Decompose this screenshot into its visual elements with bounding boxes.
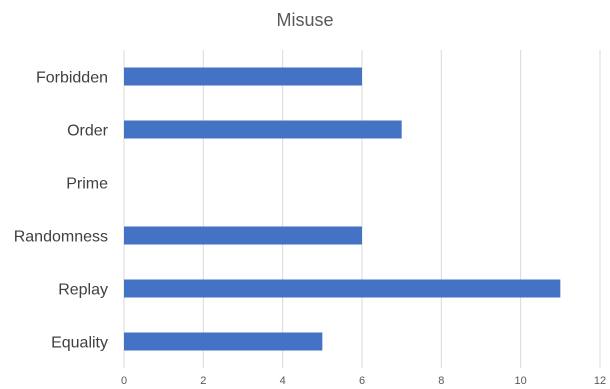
category-labels: Forbidden Order Prime Randomness Replay Equal… [14,70,109,352]
bar-randomness [124,226,362,245]
gridlines [123,50,601,368]
category-label: Forbidden [36,70,108,87]
bar-equality [124,332,323,351]
category-label: Order [67,123,109,140]
x-tick-label: 6 [359,375,365,387]
x-tick-label: 8 [438,375,444,387]
category-label: Prime [66,176,108,193]
category-label: Replay [58,282,108,299]
bar-replay [124,279,561,298]
bar-order [124,120,402,139]
x-tick-label: 0 [121,375,127,387]
x-tick-label: 2 [200,375,206,387]
category-label: Equality [51,335,108,352]
bars [124,67,561,351]
x-tick-label: 12 [594,375,606,387]
bar-forbidden [124,67,362,86]
category-label: Randomness [14,229,108,246]
x-tick-label: 10 [515,375,527,387]
x-tick-labels: 0 2 4 6 8 10 12 [121,375,606,387]
x-tick-label: 4 [280,375,286,387]
chart-title: Misuse [276,10,334,30]
